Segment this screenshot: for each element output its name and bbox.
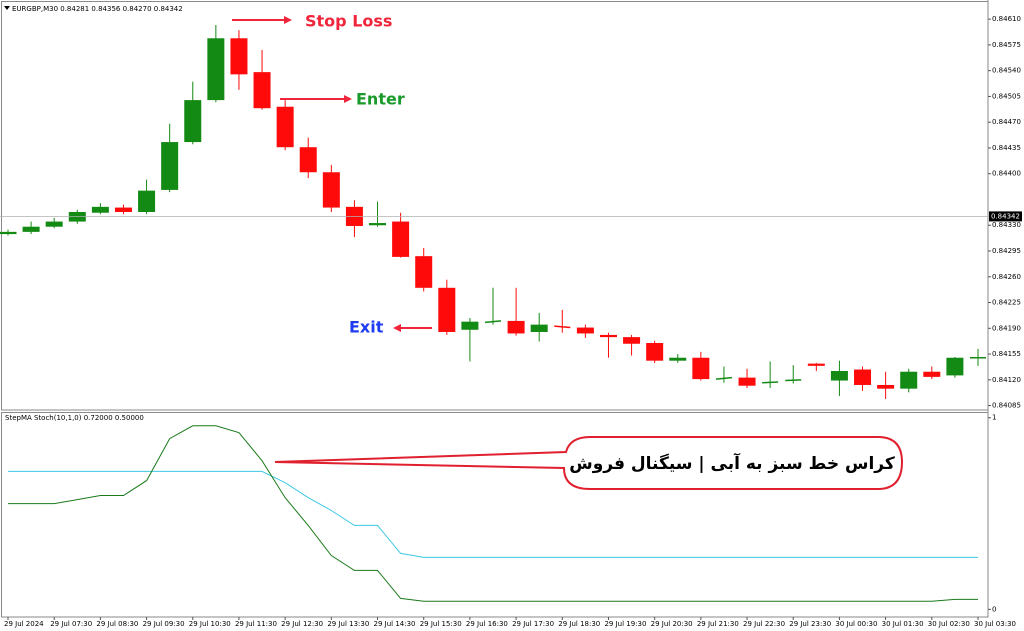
candle-body bbox=[438, 287, 456, 332]
candle-body bbox=[900, 371, 918, 389]
y-tick-label: 0.84540 bbox=[992, 67, 1021, 75]
x-tick-label: 29 Jul 18:30 bbox=[558, 620, 600, 628]
y-tick-label: 1 bbox=[992, 414, 996, 422]
y-tick-label: 0.84225 bbox=[992, 299, 1021, 307]
x-tick-label: 29 Jul 16:30 bbox=[466, 620, 508, 628]
x-tick-label: 29 Jul 22:30 bbox=[743, 620, 785, 628]
arrow-head bbox=[284, 16, 292, 24]
x-tick-label: 29 Jul 19:30 bbox=[604, 620, 646, 628]
candle-body bbox=[599, 334, 617, 338]
candle-body bbox=[946, 357, 964, 376]
candle-body bbox=[299, 147, 317, 173]
indicator-title: StepMA Stoch(10,1,0) 0.72000 0.50000 bbox=[5, 414, 144, 422]
candle-body bbox=[230, 38, 248, 75]
y-tick-label: 0.84435 bbox=[992, 144, 1021, 152]
arrow-head bbox=[393, 324, 401, 332]
x-tick-label: 29 Jul 12:30 bbox=[281, 620, 323, 628]
callout-text: کراس خط سبز به آبی | سیگنال فروش bbox=[569, 452, 895, 474]
x-tick-label: 30 Jul 00:30 bbox=[835, 620, 877, 628]
y-tick-label: 0.84330 bbox=[992, 221, 1021, 229]
candle-body bbox=[576, 327, 594, 334]
y-tick-label: 0.84260 bbox=[992, 273, 1021, 281]
candle-body bbox=[623, 337, 641, 344]
candle-body bbox=[0, 231, 17, 235]
y-tick-label: 0.84575 bbox=[992, 41, 1021, 49]
y-tick-label: 0.84610 bbox=[992, 15, 1021, 23]
candle-body bbox=[507, 320, 525, 334]
candle-body bbox=[738, 377, 756, 386]
x-tick-label: 30 Jul 02:30 bbox=[928, 620, 970, 628]
candle-body bbox=[530, 324, 548, 332]
y-tick-label: 0 bbox=[992, 605, 996, 613]
candle-body bbox=[484, 320, 502, 324]
series-line bbox=[8, 470, 978, 558]
candle-body bbox=[854, 369, 872, 385]
candle-body bbox=[877, 384, 895, 389]
x-tick-label: 29 Jul 09:30 bbox=[143, 620, 185, 628]
candle-body bbox=[22, 226, 40, 232]
x-tick-label: 30 Jul 03:30 bbox=[974, 620, 1016, 628]
x-tick-label: 29 Jul 17:30 bbox=[512, 620, 554, 628]
candle-body bbox=[807, 363, 825, 366]
candle-body bbox=[253, 72, 271, 109]
arrows bbox=[232, 16, 432, 332]
last-price-label: 0.84342 bbox=[991, 212, 1020, 220]
candle-body bbox=[91, 206, 109, 213]
candle-body bbox=[138, 190, 156, 212]
annotation: Exit bbox=[349, 318, 384, 337]
x-tick-label: 29 Jul 23:30 bbox=[789, 620, 831, 628]
candle-body bbox=[923, 371, 941, 377]
candle-body bbox=[554, 325, 571, 329]
y-tick-label: 0.84505 bbox=[992, 92, 1021, 100]
callout-box bbox=[274, 436, 904, 490]
candle-body bbox=[322, 172, 340, 208]
candle-body bbox=[762, 381, 779, 384]
series-line bbox=[8, 425, 978, 602]
x-tick-label: 29 Jul 11:30 bbox=[235, 620, 277, 628]
candle-body bbox=[830, 370, 848, 381]
y-tick-label: 0.84400 bbox=[992, 170, 1021, 178]
candle-body bbox=[461, 321, 479, 330]
x-tick-label: 29 Jul 21:30 bbox=[697, 620, 739, 628]
candle-body bbox=[392, 221, 410, 257]
candle-body bbox=[692, 357, 710, 380]
y-tick-label: 0.84190 bbox=[992, 324, 1021, 332]
candle-body bbox=[184, 100, 202, 143]
main-title: EURGBP,M30 0.84281 0.84356 0.84270 0.843… bbox=[12, 5, 183, 13]
x-tick-label: 29 Jul 2024 bbox=[4, 620, 44, 628]
y-tick-label: 0.84470 bbox=[992, 118, 1021, 126]
candle-body bbox=[646, 343, 664, 361]
candle-body bbox=[114, 207, 132, 212]
x-tick-label: 29 Jul 13:30 bbox=[327, 620, 369, 628]
y-tick-label: 0.84295 bbox=[992, 247, 1021, 255]
x-tick-label: 29 Jul 20:30 bbox=[651, 620, 693, 628]
candle-body bbox=[45, 221, 63, 227]
annotation: Stop Loss bbox=[305, 12, 392, 31]
candle-body bbox=[207, 38, 225, 101]
candle-body bbox=[415, 256, 433, 288]
menu-triangle bbox=[4, 6, 10, 10]
candle-body bbox=[276, 106, 294, 148]
candle-body bbox=[369, 223, 387, 226]
candle-body bbox=[669, 357, 687, 361]
x-tick-label: 29 Jul 15:30 bbox=[420, 620, 462, 628]
candle-body bbox=[161, 142, 179, 190]
candle-body bbox=[785, 379, 802, 382]
y-tick-label: 0.84155 bbox=[992, 350, 1021, 358]
x-tick-label: 29 Jul 10:30 bbox=[189, 620, 231, 628]
arrow-head bbox=[344, 95, 352, 103]
x-tick-label: 30 Jul 01:30 bbox=[882, 620, 924, 628]
x-tick-label: 29 Jul 14:30 bbox=[374, 620, 416, 628]
y-tick-label: 0.84085 bbox=[992, 402, 1021, 410]
x-tick-label: 29 Jul 07:30 bbox=[50, 620, 92, 628]
annotation: Enter bbox=[356, 90, 405, 109]
last-price-tag bbox=[989, 211, 1022, 222]
y-tick-label: 0.84120 bbox=[992, 376, 1021, 384]
candle-body bbox=[715, 376, 733, 380]
x-tick-label: 29 Jul 08:30 bbox=[96, 620, 138, 628]
